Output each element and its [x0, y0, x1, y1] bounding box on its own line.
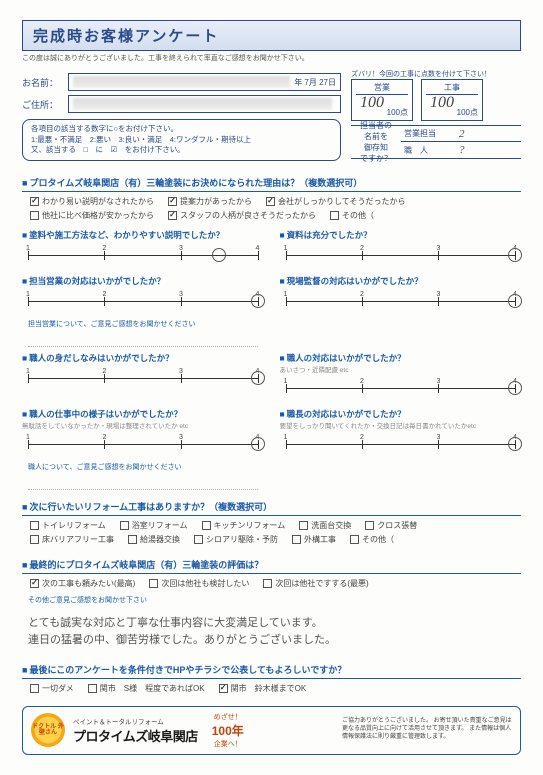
checkbox-option[interactable]: わかり易い説明がなされたから	[30, 196, 154, 207]
reform-checks: トイレリフォーム 浴室リフォーム キッチンリフォーム 洗面台交換 クロス張替床バリアフリ…	[22, 516, 521, 549]
q-pub-title: 最後にこのアンケートを条件付きでHPやチラシで公表してもよろしいですか？	[22, 660, 521, 679]
q-eval-title: 最終的にプロタイムズ岐阜関店（有）三輪塗装の評価は？	[22, 555, 521, 574]
rating-scale[interactable]: 1234	[286, 291, 516, 317]
checkbox-option[interactable]: 次回は他社も検討したい	[149, 578, 249, 589]
score-work: 工事 100 100点	[421, 79, 483, 121]
logo-badge-icon: ドクトル 外壁さん	[31, 713, 65, 747]
rating-scale[interactable]: 1234	[28, 245, 258, 271]
addr-field	[68, 95, 341, 113]
scale-question: 職人の身だしなみはいかがでしたか？	[22, 352, 264, 364]
checkbox-option[interactable]: スタッフの人柄が良さそうだったから	[168, 210, 316, 221]
score-hint: ズバリ！今回の工事に点数を付けて下さい！	[351, 69, 521, 79]
scale-question: 塗料や施工方法など、わかりやすい説明でしたか？	[22, 229, 264, 241]
checkbox-option[interactable]: 洗面台交換	[299, 520, 351, 531]
checkbox-option[interactable]: 関市 S様 程度であればOK	[88, 683, 205, 694]
eval-note: その他ご意見ご感想をお聞かせ下さい	[28, 595, 521, 605]
checkbox-option[interactable]: 次回は他社ですする(最悪)	[263, 578, 368, 589]
checkbox-option[interactable]: 一切ダメ	[30, 683, 74, 694]
checkbox-option[interactable]: トイレリフォーム	[30, 520, 106, 531]
rating-scale[interactable]: 1234	[28, 368, 258, 394]
rating-scale[interactable]: 1234	[286, 434, 516, 460]
eval-handwriting: とても誠実な対応と丁寧な仕事内容に大変満足しています。 連日の猛暑の中、御苦労様…	[22, 611, 521, 654]
rating-scale[interactable]: 1234	[286, 245, 516, 271]
date-value: 年 7月 27日	[294, 77, 336, 88]
rating-scale[interactable]: 1234	[28, 291, 258, 317]
checkbox-option[interactable]: その他（	[330, 210, 374, 221]
checkbox-option[interactable]: 浴室リフォーム	[120, 520, 188, 531]
checkbox-option[interactable]: 床バリアフリー工事	[30, 534, 114, 545]
scale-question: 担当営業の対応はいかがでしたか？	[22, 275, 264, 287]
checkbox-option[interactable]: その他（	[350, 534, 394, 545]
footer-right: ご協力ありがとうございました。 お寄せ頂いた貴重なご意見は更なる品質向上に向けて…	[342, 718, 512, 741]
addr-label: ご住所：	[22, 98, 64, 111]
scale-question: 職人の対応はいかがでしたか？	[280, 352, 522, 364]
checkbox-option[interactable]: 他社に比べ価格が安かったから	[30, 210, 154, 221]
footer-brand: プロタイムズ岐阜関店	[73, 726, 198, 745]
footer-box: ドクトル 外壁さん ペイント＆トータルリフォーム プロタイムズ岐阜関店 めざせ！…	[22, 706, 521, 755]
scale-question: 現場監督の対応はいかがでしたか？	[280, 275, 522, 287]
page-subtitle: この度は誠にありがとうございました。工事を終えられて率直なご感想をお聞かせ下さい…	[22, 53, 521, 63]
q1-title: プロタイムズ岐阜関店（有）三輪塗装にお決めになられた理由は？（複数選択可）	[22, 173, 521, 192]
q1-checks: わかり易い説明がなされたから 提案力があったから 会社がしっかりしてそうだったから他…	[22, 192, 521, 225]
mezase: めざせ！ 100年 企業へ！	[212, 712, 244, 749]
checkbox-option[interactable]: 次の工事も頼みたい(最高)	[30, 578, 135, 589]
pub-checks: 一切ダメ 関市 S様 程度であればOK 関市 鈴木様までOK	[22, 679, 521, 698]
footer-small: ペイント＆トータルリフォーム	[73, 716, 198, 726]
eval-checks: 次の工事も頼みたい(最高) 次回は他社も検討したい 次回は他社ですする(最悪)	[22, 574, 521, 593]
name-field: 年 7月 27日	[68, 73, 341, 91]
checkbox-option[interactable]: クロス張替	[365, 520, 417, 531]
scale-question: 職人の仕事中の様子はいかがでしたか？	[22, 408, 264, 420]
checkbox-option[interactable]: 外構工事	[292, 534, 336, 545]
checkbox-option[interactable]: 提案力があったから	[168, 196, 252, 207]
tantou-table: 担当者の名前を 御存知ですか？ 営業担当 2 職 人 ?	[351, 125, 521, 159]
checkbox-option[interactable]: 関市 鈴木様までOK	[219, 683, 307, 694]
instructions-box: 各項目の該当する数字に○をお付け下さい。 1:最悪・不満足 2:悪い 3:良い・…	[22, 119, 341, 161]
scale-question: 資料は充分でしたか？	[280, 229, 522, 241]
checkbox-option[interactable]: シロアリ駆除・予防	[194, 534, 278, 545]
rating-scale[interactable]: 1234	[28, 434, 258, 460]
name-label: お名前：	[22, 76, 64, 89]
score-sales: 営業 100 100点	[351, 79, 413, 121]
page-title: 完成時お客様アンケート	[22, 20, 521, 51]
scale-question: 職長の対応はいかがでしたか？	[280, 408, 522, 420]
checkbox-option[interactable]: キッチンリフォーム	[202, 520, 286, 531]
checkbox-option[interactable]: 会社がしっかりしてそうだったから	[266, 196, 406, 207]
q-reform-title: 次に行いたいリフォーム工事はありますか？（複数選択可）	[22, 497, 521, 516]
checkbox-option[interactable]: 給湯器交換	[128, 534, 180, 545]
rating-scale[interactable]: 1234	[286, 378, 516, 404]
